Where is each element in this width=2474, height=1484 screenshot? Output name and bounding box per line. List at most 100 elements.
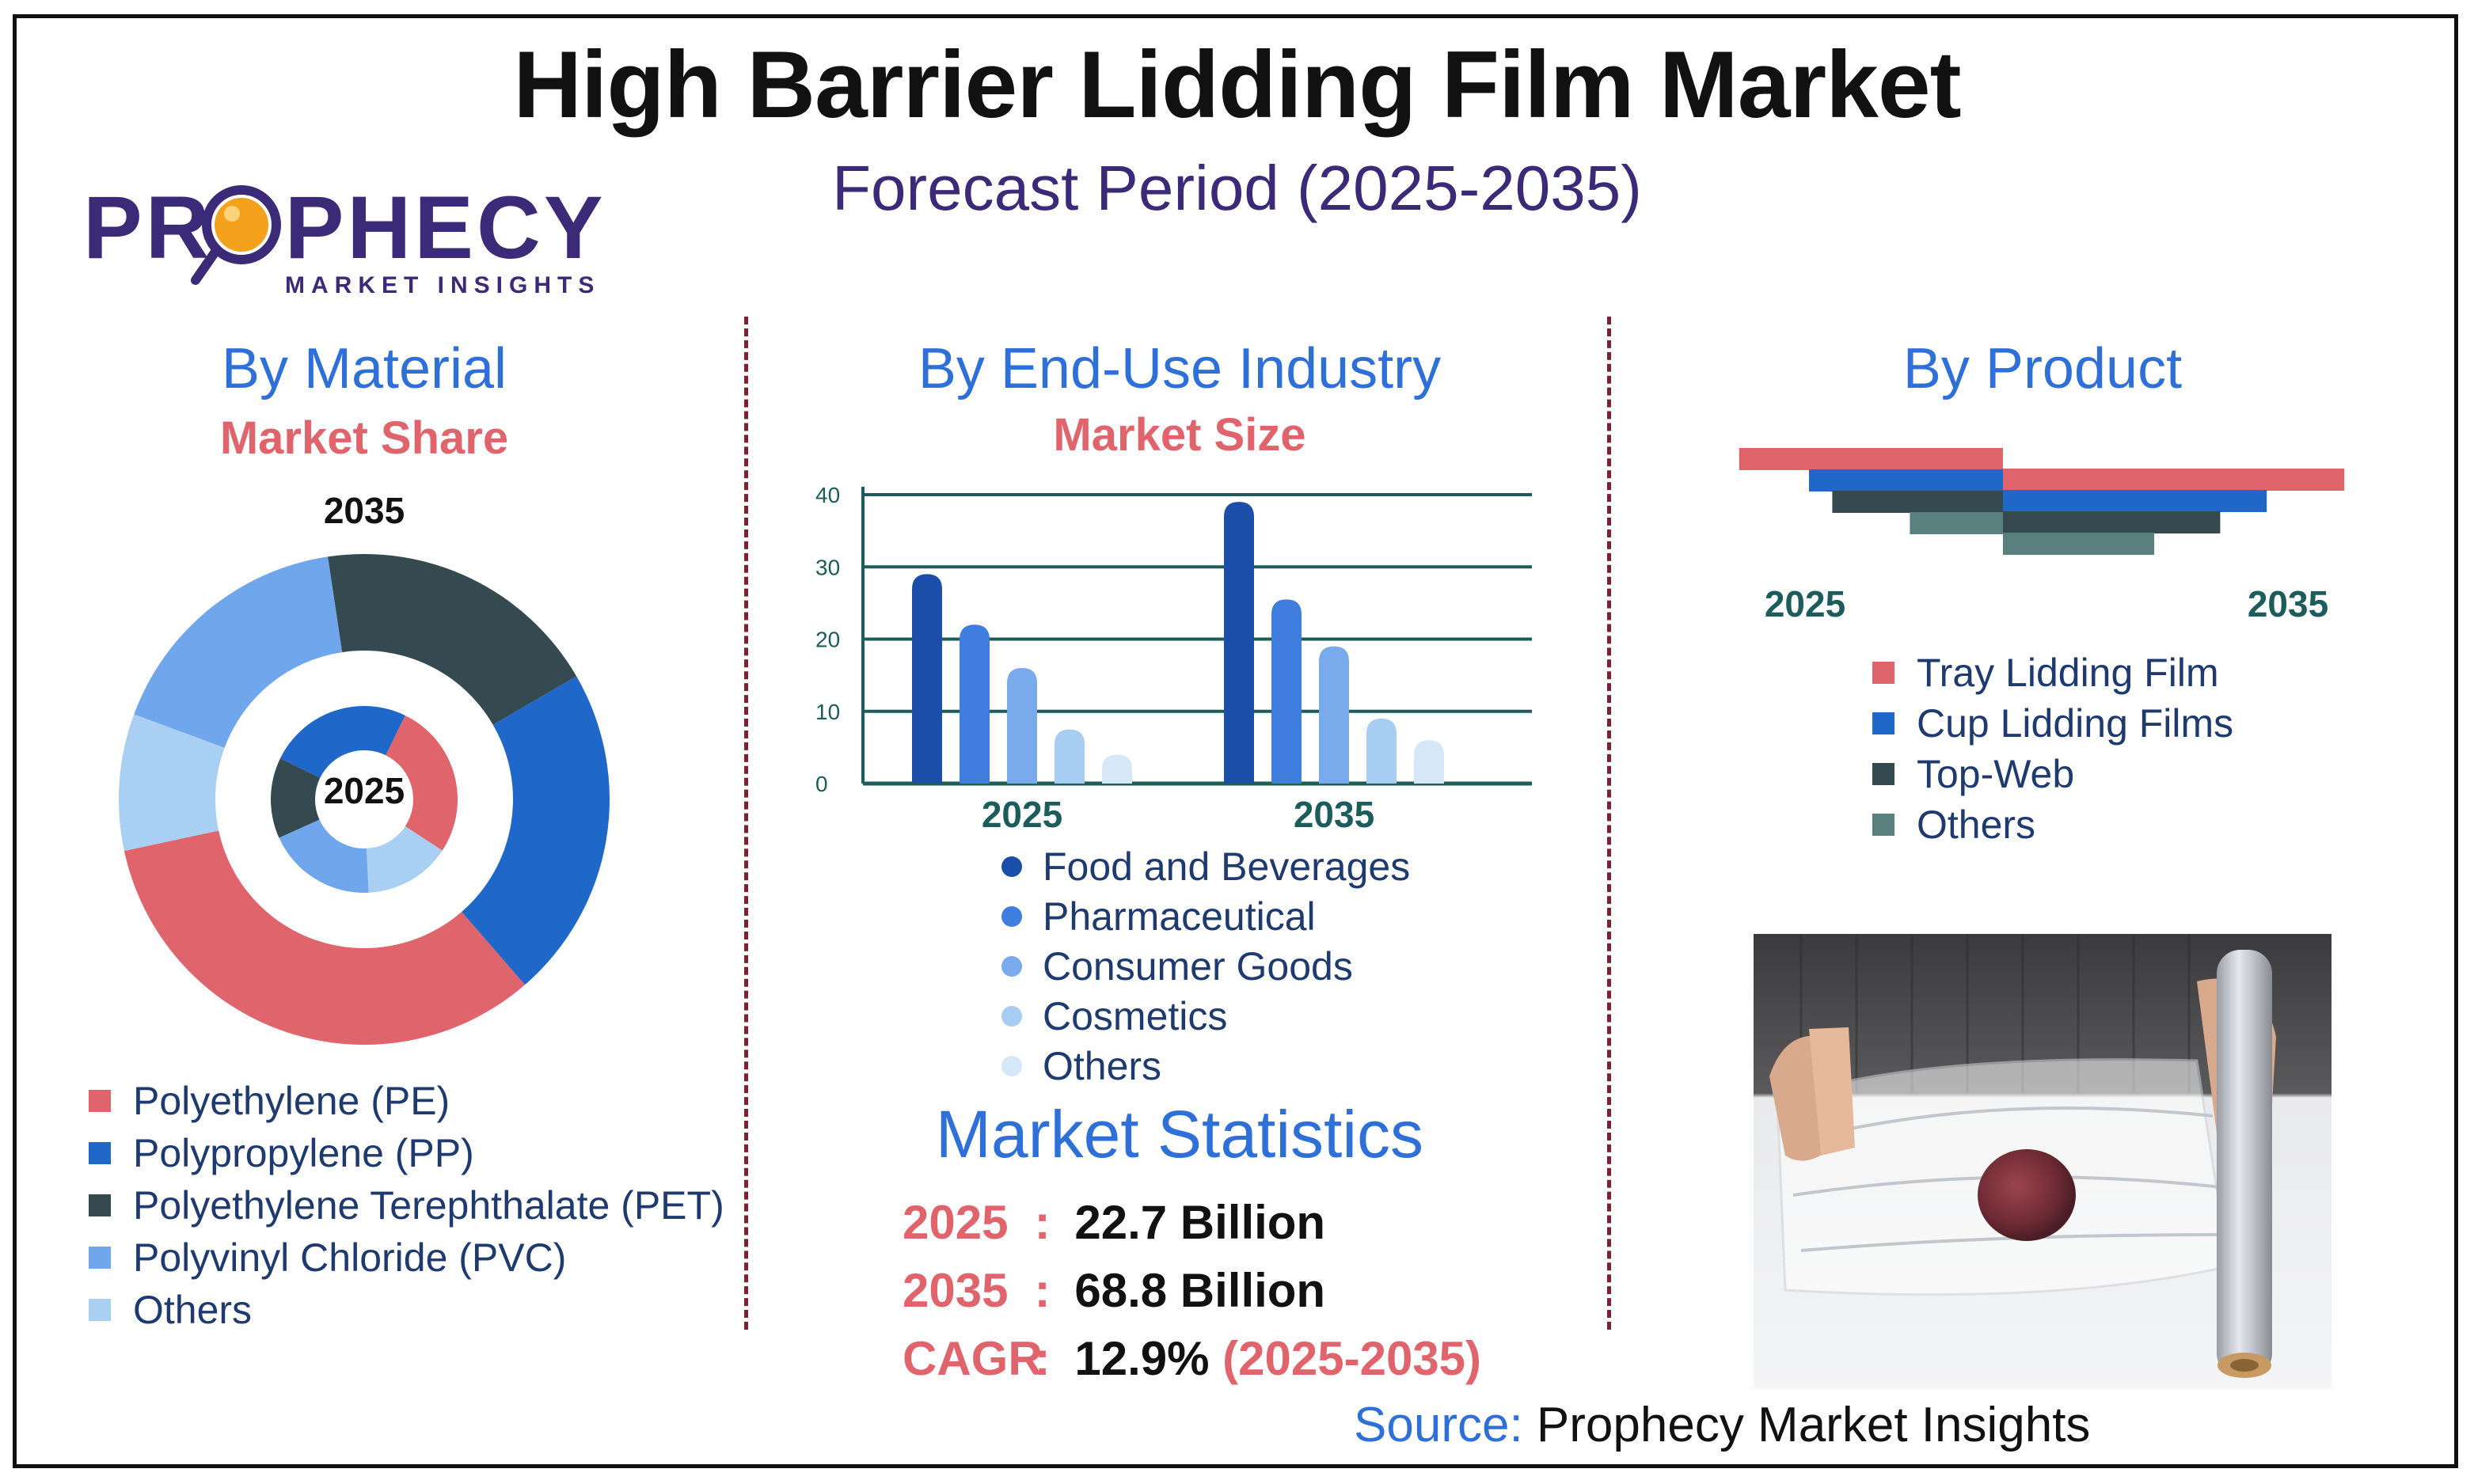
stat-sep-2035: : bbox=[1035, 1264, 1051, 1317]
product-bar-2035-topweb bbox=[2003, 511, 2220, 533]
bar-2035-pharma bbox=[1271, 599, 1302, 784]
source-value: Prophecy Market Insights bbox=[1537, 1398, 2091, 1452]
legend-dot-food bbox=[1001, 856, 1022, 877]
material-legend: Polyethylene (PE) Polypropylene (PP) Pol… bbox=[89, 1075, 724, 1336]
enduse-legend: Food and Beverages Pharmaceutical Consum… bbox=[1001, 841, 1410, 1091]
legend-item-consumer: Consumer Goods bbox=[1001, 941, 1410, 991]
bar-2025-consumer bbox=[1007, 668, 1037, 784]
enduse-section-title: By End-Use Industry bbox=[792, 336, 1568, 401]
legend-label-cup: Cup Lidding Films bbox=[1917, 700, 2233, 746]
legend-dot-consumer bbox=[1001, 956, 1022, 977]
legend-swatch-pet bbox=[89, 1194, 111, 1216]
y-tick-label-40: 40 bbox=[815, 483, 840, 507]
product-bar-2025-cup bbox=[1809, 469, 2003, 492]
logo-tagline: MARKET INSIGHTS bbox=[285, 272, 600, 299]
legend-swatch-pe bbox=[89, 1090, 111, 1112]
logo-wordmark: PROPHECY bbox=[83, 184, 606, 272]
legend-item-tray: Tray Lidding Film bbox=[1872, 647, 2233, 698]
material-section-subtitle: Market Share bbox=[48, 412, 681, 465]
legend-item-pvc: Polyvinyl Chloride (PVC) bbox=[89, 1232, 724, 1284]
stat-value-2025: 22.7 Billion bbox=[1074, 1196, 1325, 1249]
product-bar-2025-others bbox=[1910, 512, 2003, 534]
legend-item-pet: Polyethylene Terephthalate (PET) bbox=[89, 1179, 724, 1232]
legend-dot-cosmetics bbox=[1001, 1006, 1022, 1027]
product-legend: Tray Lidding Film Cup Lidding Films Top-… bbox=[1872, 647, 2233, 850]
legend-label-others-material: Others bbox=[133, 1287, 252, 1333]
material-section-title: By Material bbox=[48, 336, 681, 401]
y-tick-label-0: 0 bbox=[815, 772, 828, 796]
cling-film-photo bbox=[1754, 934, 2331, 1389]
legend-label-pharma: Pharmaceutical bbox=[1043, 894, 1316, 939]
x-category-label-2035: 2035 bbox=[1294, 794, 1374, 835]
donut-inner-year-label: 2025 bbox=[285, 769, 443, 812]
donut-inner-slice-pp bbox=[280, 706, 405, 778]
market-statistics-title: Market Statistics bbox=[792, 1096, 1568, 1173]
bar-2025-others bbox=[1102, 755, 1132, 784]
legend-swatch-tray bbox=[1872, 662, 1894, 684]
donut-outer-year-label: 2035 bbox=[285, 489, 443, 532]
legend-item-others-product: Others bbox=[1872, 799, 2233, 850]
stat-row-2025: 2025 : 22.7 Billion bbox=[903, 1195, 1325, 1250]
bar-2025-cosmetics bbox=[1055, 730, 1085, 784]
legend-item-topweb: Top-Web bbox=[1872, 749, 2233, 799]
legend-label-pp: Polypropylene (PP) bbox=[133, 1130, 474, 1176]
legend-label-consumer: Consumer Goods bbox=[1043, 943, 1353, 989]
legend-label-others-enduse: Others bbox=[1043, 1043, 1161, 1089]
stat-row-2035: 2035 : 68.8 Billion bbox=[903, 1263, 1325, 1318]
source-label: Source: bbox=[1354, 1398, 1523, 1452]
bar-2025-pharma bbox=[960, 624, 990, 784]
bar-2025-food bbox=[912, 574, 942, 784]
legend-swatch-pp bbox=[89, 1142, 111, 1164]
legend-label-topweb: Top-Web bbox=[1917, 751, 2074, 797]
product-left-year-label: 2025 bbox=[1734, 583, 1876, 625]
prophecy-logo: PROPHECY MARKET INSIGHTS bbox=[83, 184, 606, 302]
stat-row-cagr: CAGR : 12.9% (2025-2035) bbox=[903, 1331, 1481, 1386]
legend-item-pharma: Pharmaceutical bbox=[1001, 891, 1410, 941]
bar-2035-consumer bbox=[1319, 647, 1349, 784]
stat-sep-cagr: : bbox=[1035, 1332, 1051, 1385]
x-category-label-2025: 2025 bbox=[982, 794, 1062, 835]
legend-swatch-others-material bbox=[89, 1299, 111, 1321]
legend-label-tray: Tray Lidding Film bbox=[1917, 650, 2219, 696]
enduse-section-subtitle: Market Size bbox=[792, 408, 1568, 461]
bar-2035-others bbox=[1414, 740, 1444, 784]
legend-swatch-pvc bbox=[89, 1247, 111, 1269]
legend-item-others-enduse: Others bbox=[1001, 1041, 1410, 1091]
product-right-year-label: 2035 bbox=[2217, 583, 2359, 625]
stat-key-2035: 2035 bbox=[903, 1263, 1021, 1318]
legend-item-food: Food and Beverages bbox=[1001, 841, 1410, 891]
stat-key-2025: 2025 bbox=[903, 1195, 1021, 1250]
donut-outer-slice-pvc bbox=[134, 556, 342, 747]
legend-dot-pharma bbox=[1001, 906, 1022, 927]
legend-label-cosmetics: Cosmetics bbox=[1043, 993, 1227, 1039]
stat-period-cagr: (2025-2035) bbox=[1222, 1332, 1481, 1385]
legend-item-cup: Cup Lidding Films bbox=[1872, 698, 2233, 749]
product-bar-2035-cup bbox=[2003, 490, 2267, 512]
legend-swatch-others-product bbox=[1872, 814, 1894, 836]
legend-label-pe: Polyethylene (PE) bbox=[133, 1078, 450, 1124]
legend-swatch-topweb bbox=[1872, 763, 1894, 785]
legend-label-pvc: Polyvinyl Chloride (PVC) bbox=[133, 1235, 566, 1281]
legend-item-pe: Polyethylene (PE) bbox=[89, 1075, 724, 1127]
stat-value-2035: 68.8 Billion bbox=[1074, 1264, 1325, 1317]
product-bar-2025-tray bbox=[1739, 448, 2003, 470]
product-bar-2035-others bbox=[2003, 533, 2154, 555]
stat-value-cagr: 12.9% bbox=[1074, 1332, 1209, 1385]
section-divider-right bbox=[1607, 317, 1611, 1330]
legend-item-pp: Polypropylene (PP) bbox=[89, 1127, 724, 1179]
legend-swatch-cup bbox=[1872, 712, 1894, 734]
stat-sep-2025: : bbox=[1035, 1196, 1051, 1249]
magnifier-icon bbox=[180, 179, 298, 298]
product-bar-2035-tray bbox=[2003, 469, 2344, 491]
bar-2035-cosmetics bbox=[1366, 719, 1397, 784]
y-tick-label-10: 10 bbox=[815, 700, 840, 724]
legend-item-cosmetics: Cosmetics bbox=[1001, 991, 1410, 1041]
product-section-title: By Product bbox=[1734, 336, 2351, 401]
product-bar-2025-topweb bbox=[1832, 491, 2003, 513]
y-tick-label-30: 30 bbox=[815, 555, 840, 579]
legend-item-others-material: Others bbox=[89, 1284, 724, 1336]
y-tick-label-20: 20 bbox=[815, 628, 840, 652]
legend-label-food: Food and Beverages bbox=[1043, 844, 1410, 890]
page-title: High Barrier Lidding Film Market bbox=[0, 30, 2474, 139]
bar-2035-food bbox=[1224, 502, 1254, 784]
